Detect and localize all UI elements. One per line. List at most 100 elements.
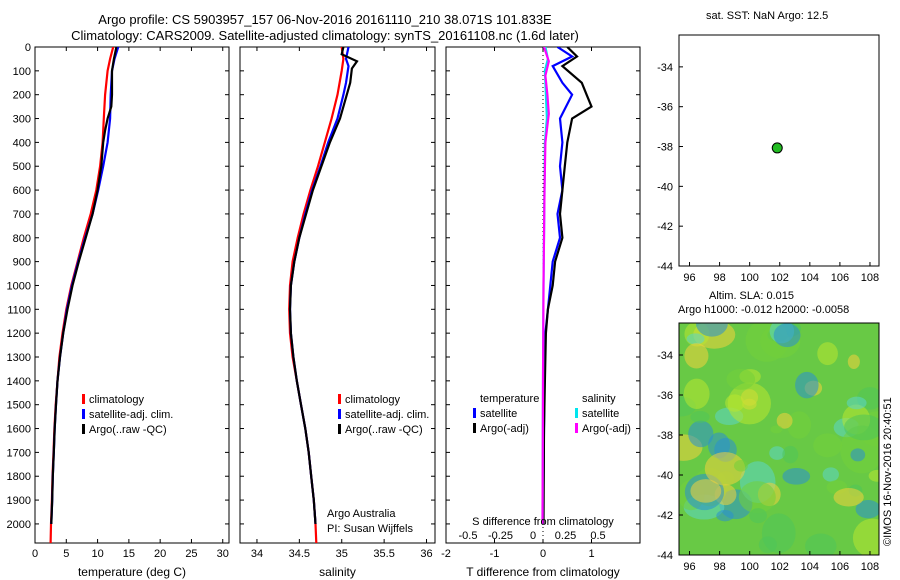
difference-x-tick-label: 1 [588, 548, 594, 560]
sla-heatmap-cell [749, 508, 767, 524]
sla-heatmap-cell [761, 513, 796, 554]
temperature-series-0 [49, 47, 115, 543]
difference-legend-temperature-label: Argo(-adj) [480, 423, 529, 435]
sla-heatmap-cell [733, 460, 748, 472]
sla-x-tick-label: 96 [683, 561, 695, 573]
temperature-x-axis-label: temperature (deg C) [78, 565, 186, 579]
sla-heatmap-cell [690, 479, 722, 503]
location-x-tick-label: 106 [831, 272, 849, 284]
depth-tick-label: 1900 [7, 495, 31, 507]
sla-heatmap-cell [690, 411, 710, 423]
depth-tick-label: 300 [13, 114, 31, 126]
sla-heatmap-cell [805, 533, 837, 555]
depth-tick-label: 1300 [7, 352, 31, 364]
sla-heatmap-cell [813, 433, 843, 458]
depth-tick-label: 1600 [7, 424, 31, 436]
location-x-tick-label: 100 [740, 272, 758, 284]
credit-label: ©IMOS 16-Nov-2016 20:40:51 [882, 397, 894, 546]
sla-x-tick-label: 102 [771, 561, 789, 573]
location-x-tick-label: 98 [713, 272, 725, 284]
sla-heatmap-cell [844, 414, 879, 441]
salinity-x-tick-label: 34.5 [289, 548, 310, 560]
float-location-marker [771, 142, 783, 154]
depth-tick-label: 200 [13, 90, 31, 102]
sla-x-tick-label: 100 [740, 561, 758, 573]
difference-legend-salinity-label: Argo(-adj) [582, 423, 631, 435]
location-x-tick-label: 96 [683, 272, 695, 284]
depth-tick-label: 900 [13, 257, 31, 269]
location-x-tick-label: 102 [771, 272, 789, 284]
sla-y-tick-label: -40 [657, 470, 673, 482]
temperature-x-tick-label: 20 [154, 548, 166, 560]
sla-heatmap-cell [695, 323, 728, 337]
sla-heatmap-cell [686, 333, 705, 345]
difference-x-tick-label: -1 [490, 548, 500, 560]
sla-heatmap-cell [683, 378, 710, 410]
depth-tick-label: 1700 [7, 447, 31, 459]
temperature-series-2 [50, 47, 118, 524]
depth-tick-label: 800 [13, 233, 31, 245]
difference-s-tick-label: 0.25 [555, 530, 576, 542]
depth-tick-label: 700 [13, 209, 31, 221]
salinity-x-tick-label: 35.5 [373, 548, 394, 560]
difference-legend-salinity-heading: salinity [582, 393, 616, 405]
difference-x-tick-label: -2 [441, 548, 451, 560]
sla-x-tick-label: 98 [713, 561, 725, 573]
sla-heatmap-cell [852, 518, 879, 555]
depth-tick-label: 600 [13, 185, 31, 197]
depth-tick-label: 1100 [7, 304, 31, 316]
sla-x-tick-label: 108 [861, 561, 879, 573]
difference-s-axis-label: S difference from climatology [472, 516, 614, 528]
sla-x-tick-label: 104 [801, 561, 819, 573]
salinity-annotation-line2: PI: Susan Wijffels [327, 523, 413, 535]
depth-tick-label: 1500 [7, 400, 31, 412]
salinity-series-2 [288, 47, 359, 524]
sla-y-tick-label: -36 [657, 390, 673, 402]
sla-heatmap-cell [846, 396, 867, 410]
salinity-panel-frame [239, 46, 436, 544]
location-x-tick-label: 104 [801, 272, 819, 284]
salinity-legend-swatch [338, 424, 341, 434]
sla-heatmap-cell [782, 468, 811, 485]
sla-heatmap-cell [850, 448, 866, 462]
difference-legend-temperature-label: satellite [480, 408, 517, 420]
sla-heatmap-cell [822, 467, 839, 482]
sla-heatmap-cell [833, 487, 864, 507]
depth-tick-label: 2000 [7, 519, 31, 531]
sla-heatmap-cell [855, 500, 879, 519]
difference-s-tick-label: 0.5 [590, 530, 605, 542]
location-y-tick-label: -40 [657, 181, 673, 193]
salinity-x-axis-label: salinity [319, 565, 356, 579]
difference-legend-salinity-swatch [575, 408, 578, 418]
sla-panel-frame [678, 322, 880, 556]
sla-heatmap-cell [684, 343, 709, 369]
depth-tick-label: 0 [25, 42, 31, 54]
location-y-tick-label: -34 [657, 62, 673, 74]
depth-tick-label: 100 [13, 66, 31, 78]
sla-heatmap-cell [727, 382, 771, 425]
difference-s-tick-label: 0 [530, 530, 536, 542]
difference-series-1 [542, 47, 593, 524]
sla-heatmap-cell [716, 510, 734, 522]
temperature-legend-label: climatology [89, 394, 145, 406]
depth-tick-label: 500 [13, 161, 31, 173]
depth-tick-label: 400 [13, 137, 31, 149]
figure-title-line2: Climatology: CARS2009. Satellite-adjuste… [71, 28, 579, 43]
sla-heatmap-cell [769, 446, 785, 460]
temperature-legend-label: Argo(..raw -QC) [89, 424, 167, 436]
temperature-legend-label: satellite-adj. clim. [89, 409, 173, 421]
sla-heatmap-cell [773, 323, 801, 348]
sla-heatmap-cell [704, 451, 746, 486]
difference-series-3 [541, 47, 550, 524]
sla-heatmap-cell [795, 371, 819, 399]
sla-y-tick-label: -38 [657, 430, 673, 442]
difference-legend-temperature-swatch [473, 408, 476, 418]
depth-tick-label: 1400 [7, 376, 31, 388]
temperature-legend-swatch [82, 409, 85, 419]
location-x-tick-label: 108 [861, 272, 879, 284]
sla-heatmap-cell [787, 411, 812, 439]
figure-title-line1: Argo profile: CS 5903957_157 06-Nov-2016… [98, 12, 552, 27]
difference-x-tick-label: 0 [540, 548, 546, 560]
difference-s-tick-label: -0.5 [459, 530, 478, 542]
salinity-legend-label: Argo(..raw -QC) [345, 424, 423, 436]
